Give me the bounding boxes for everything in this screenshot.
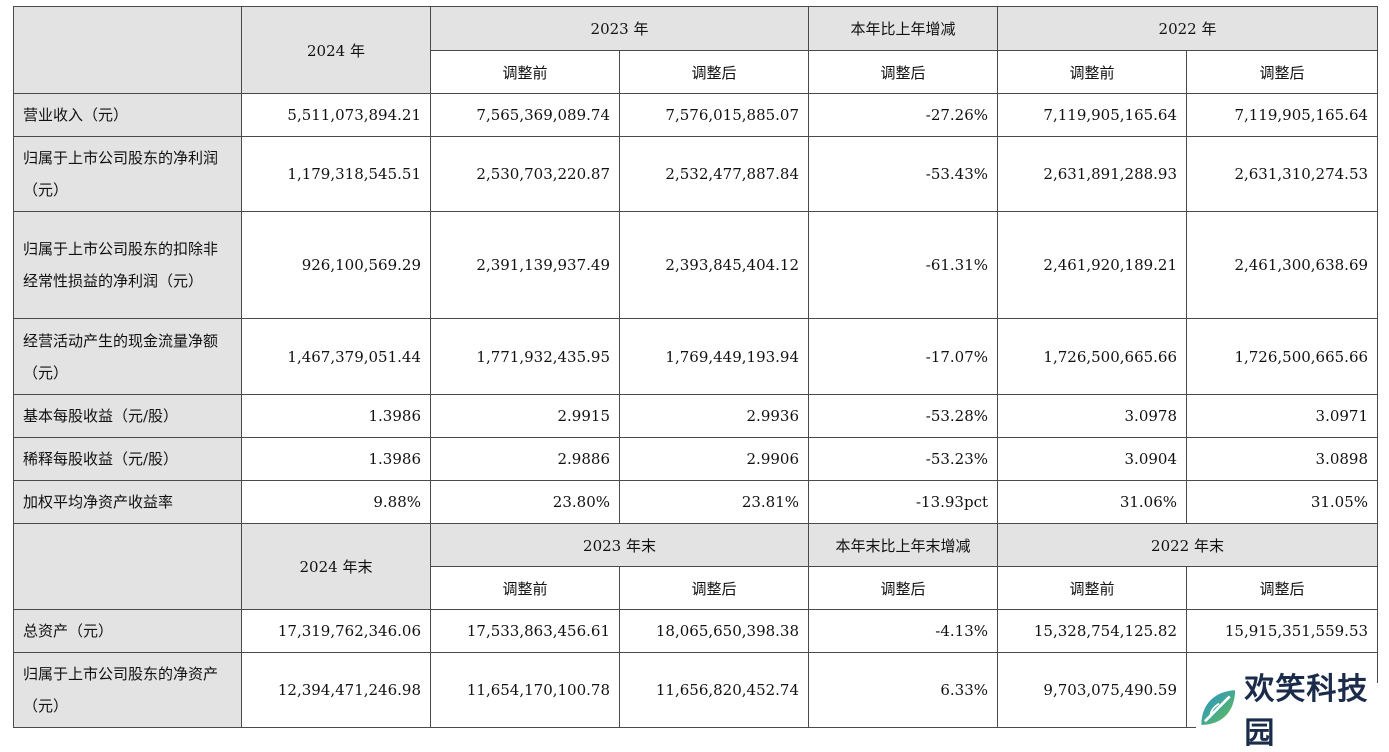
header-corner-cell xyxy=(13,6,242,94)
table-cell: -17.07% xyxy=(808,318,999,395)
table-cell: 1,771,932,435.95 xyxy=(430,318,620,395)
table-cell: 2,532,477,887.84 xyxy=(618,136,810,212)
table-cell: 31.06% xyxy=(997,480,1188,524)
table-row: 营业收入（元） 5,511,073,894.21 7,565,369,089.7… xyxy=(13,93,1379,137)
table-row: 加权平均净资产收益率 9.88% 23.80% 23.81% -13.93pct… xyxy=(13,480,1379,524)
table-cell: 9,703,075,490.59 xyxy=(997,652,1188,728)
table-cell: 3.0978 xyxy=(997,394,1188,438)
subheader-before: 调整前 xyxy=(997,50,1188,94)
subheader-change-after: 调整后 xyxy=(808,566,999,610)
watermark-logo: 欢笑科技园 xyxy=(1196,672,1382,751)
subheader-row: 调整前 调整后 调整后 调整前 调整后 xyxy=(14,566,1379,610)
row-label: 经营活动产生的现金流量净额（元） xyxy=(13,318,242,395)
table-cell: 31.05% xyxy=(1186,480,1379,524)
table-cell: -53.28% xyxy=(808,394,999,438)
table-cell: 3.0904 xyxy=(997,437,1188,481)
col-header-change-end: 本年末比上年末增减 xyxy=(808,523,999,567)
header-row: 2024 年末 2023 年末 本年末比上年末增减 2022 年末 xyxy=(13,523,1379,610)
subheader-after: 调整后 xyxy=(618,50,810,94)
table-cell: 17,319,762,346.06 xyxy=(241,609,431,653)
table-cell: 2,631,310,274.53 xyxy=(1186,136,1379,212)
row-label: 归属于上市公司股东的扣除非经常性损益的净利润（元） xyxy=(13,211,242,319)
col-header-2022-end: 2022 年末 xyxy=(997,523,1379,567)
row-label: 加权平均净资产收益率 xyxy=(13,480,242,524)
table-cell: 7,119,905,165.64 xyxy=(997,93,1188,137)
subheader-after: 调整后 xyxy=(618,566,810,610)
table-cell: 2,391,139,937.49 xyxy=(430,211,620,319)
table-cell: 1,769,449,193.94 xyxy=(618,318,810,395)
table-cell: 1.3986 xyxy=(241,394,431,438)
col-header-2022: 2022 年 xyxy=(997,6,1379,51)
subheader-after: 调整后 xyxy=(1186,566,1379,610)
table-cell: 23.81% xyxy=(618,480,810,524)
table-cell: -53.23% xyxy=(808,437,999,481)
table-row: 基本每股收益（元/股） 1.3986 2.9915 2.9936 -53.28%… xyxy=(13,394,1379,438)
table-cell: 6.33% xyxy=(808,652,999,728)
table-cell: 23.80% xyxy=(430,480,620,524)
subheader-before: 调整前 xyxy=(997,566,1188,610)
table-cell: 7,576,015,885.07 xyxy=(618,93,810,137)
table-cell: 2,461,920,189.21 xyxy=(997,211,1188,319)
table-row: 归属于上市公司股东的扣除非经常性损益的净利润（元） 926,100,569.29… xyxy=(13,211,1379,319)
table-cell: 9.88% xyxy=(241,480,431,524)
table-cell: 2,461,300,638.69 xyxy=(1186,211,1379,319)
table-row: 归属于上市公司股东的净利润（元） 1,179,318,545.51 2,530,… xyxy=(13,136,1379,212)
table-cell: 15,915,351,559.53 xyxy=(1186,609,1379,653)
row-label: 归属于上市公司股东的净利润（元） xyxy=(13,136,242,212)
col-header-2023-end: 2023 年末 xyxy=(429,523,810,567)
leaf-logo-icon xyxy=(1201,690,1236,725)
col-header-2024-end: 2024 年末 xyxy=(241,523,431,610)
row-label: 总资产（元） xyxy=(13,609,242,653)
table-cell: 1,467,379,051.44 xyxy=(241,318,431,395)
table-cell: 1,179,318,545.51 xyxy=(241,136,431,212)
table-row: 归属于上市公司股东的净资产（元） 12,394,471,246.98 11,65… xyxy=(13,652,1379,728)
table-cell: 3.0971 xyxy=(1186,394,1379,438)
header-corner-cell xyxy=(13,523,242,610)
col-header-2024: 2024 年 xyxy=(241,6,431,94)
table-cell: -13.93pct xyxy=(808,480,999,524)
col-header-change: 本年比上年增减 xyxy=(808,6,999,51)
subheader-after: 调整后 xyxy=(1186,50,1379,94)
col-header-2023: 2023 年 xyxy=(429,6,810,51)
row-label: 基本每股收益（元/股） xyxy=(13,394,242,438)
table-cell: 3.0898 xyxy=(1186,437,1379,481)
table-cell: 2.9936 xyxy=(618,394,810,438)
table-row: 经营活动产生的现金流量净额（元） 1,467,379,051.44 1,771,… xyxy=(13,318,1379,395)
table-cell: 11,654,170,100.78 xyxy=(430,652,620,728)
table-cell: 2.9906 xyxy=(618,437,810,481)
table-cell: 12,394,471,246.98 xyxy=(241,652,431,728)
table-cell: 18,065,650,398.38 xyxy=(618,609,810,653)
table-cell: 17,533,863,456.61 xyxy=(430,609,620,653)
table-cell: 1,726,500,665.66 xyxy=(1186,318,1379,395)
table-cell: 2.9915 xyxy=(430,394,620,438)
table-cell: 1.3986 xyxy=(241,437,431,481)
header-row: 2024 年 2023 年 本年比上年增减 2022 年 xyxy=(13,6,1379,94)
table-cell: 2,530,703,220.87 xyxy=(430,136,620,212)
table-cell: 2,631,891,288.93 xyxy=(997,136,1188,212)
row-label: 稀释每股收益（元/股） xyxy=(13,437,242,481)
table-cell: -4.13% xyxy=(808,609,999,653)
table-cell: 5,511,073,894.21 xyxy=(241,93,431,137)
table-row: 总资产（元） 17,319,762,346.06 17,533,863,456.… xyxy=(13,609,1379,653)
table-cell: -53.43% xyxy=(808,136,999,212)
row-label: 营业收入（元） xyxy=(13,93,242,137)
table-cell: 1,726,500,665.66 xyxy=(997,318,1188,395)
row-label: 归属于上市公司股东的净资产（元） xyxy=(13,652,242,728)
table-cell: 926,100,569.29 xyxy=(241,211,431,319)
subheader-row: 调整前 调整后 调整后 调整前 调整后 xyxy=(14,50,1379,94)
watermark-text: 欢笑科技园 xyxy=(1244,672,1369,751)
table-cell: 2,393,845,404.12 xyxy=(618,211,810,319)
subheader-change-after: 调整后 xyxy=(808,50,999,94)
subheader-before: 调整前 xyxy=(430,50,620,94)
table-cell: 11,656,820,452.74 xyxy=(618,652,810,728)
table-cell: 7,119,905,165.64 xyxy=(1186,93,1379,137)
table-row: 稀释每股收益（元/股） 1.3986 2.9886 2.9906 -53.23%… xyxy=(13,437,1379,481)
table-cell: -27.26% xyxy=(808,93,999,137)
subheader-before: 调整前 xyxy=(430,566,620,610)
financial-data-table: 2024 年 2023 年 本年比上年增减 2022 年 调整前 调整后 调整后… xyxy=(13,6,1379,728)
table-cell: -61.31% xyxy=(808,211,999,319)
table-cell: 15,328,754,125.82 xyxy=(997,609,1188,653)
table-cell: 2.9886 xyxy=(430,437,620,481)
table-cell: 7,565,369,089.74 xyxy=(430,93,620,137)
